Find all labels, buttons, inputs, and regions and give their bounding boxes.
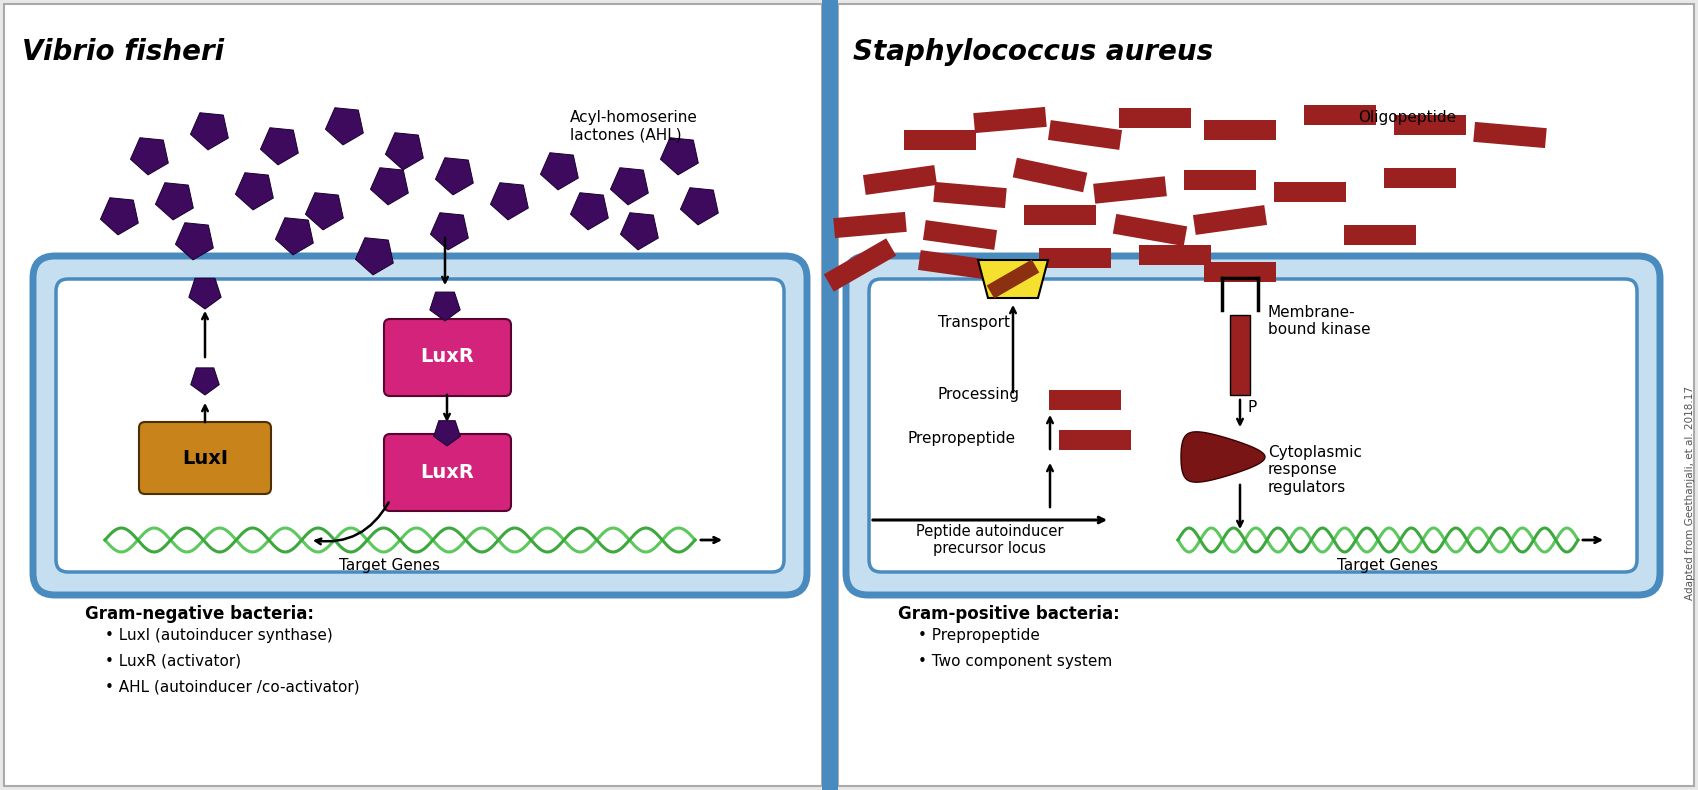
Polygon shape xyxy=(540,152,579,190)
Polygon shape xyxy=(385,133,423,170)
Polygon shape xyxy=(1048,120,1122,150)
Text: Target Genes: Target Genes xyxy=(340,558,440,573)
Polygon shape xyxy=(430,292,460,321)
Polygon shape xyxy=(1060,430,1131,450)
Polygon shape xyxy=(1024,205,1095,225)
Polygon shape xyxy=(326,107,363,145)
Polygon shape xyxy=(863,165,937,195)
Polygon shape xyxy=(1194,205,1267,235)
Polygon shape xyxy=(1049,390,1121,410)
Text: Transport: Transport xyxy=(937,315,1010,330)
Polygon shape xyxy=(934,182,1007,208)
Polygon shape xyxy=(1474,122,1547,148)
Polygon shape xyxy=(260,128,299,165)
Text: LuxI: LuxI xyxy=(182,449,228,468)
Polygon shape xyxy=(620,213,659,250)
Polygon shape xyxy=(1204,120,1275,140)
Polygon shape xyxy=(306,193,343,230)
Polygon shape xyxy=(611,167,649,205)
Text: • LuxI (autoinducer synthase): • LuxI (autoinducer synthase) xyxy=(105,628,333,643)
Text: • AHL (autoinducer /co-activator): • AHL (autoinducer /co-activator) xyxy=(105,680,360,695)
Text: Gram-positive bacteria:: Gram-positive bacteria: xyxy=(898,605,1119,623)
Text: Gram-negative bacteria:: Gram-negative bacteria: xyxy=(85,605,314,623)
Text: Prepropeptide: Prepropeptide xyxy=(908,431,1015,446)
Text: LuxR: LuxR xyxy=(419,348,474,367)
Polygon shape xyxy=(1094,176,1167,204)
Polygon shape xyxy=(1345,225,1416,245)
Polygon shape xyxy=(1384,168,1455,188)
FancyBboxPatch shape xyxy=(384,434,511,511)
Polygon shape xyxy=(834,212,907,238)
Polygon shape xyxy=(188,278,221,309)
Polygon shape xyxy=(919,250,992,280)
Polygon shape xyxy=(491,182,528,220)
Polygon shape xyxy=(275,218,314,255)
Polygon shape xyxy=(236,173,273,210)
Text: Acyl-homoserine
lactones (AHL): Acyl-homoserine lactones (AHL) xyxy=(571,110,698,142)
Polygon shape xyxy=(987,259,1039,299)
FancyBboxPatch shape xyxy=(139,422,272,494)
Text: Staphylococcus aureus: Staphylococcus aureus xyxy=(852,38,1212,66)
Polygon shape xyxy=(973,107,1046,133)
Polygon shape xyxy=(661,137,698,175)
Text: Vibrio fisheri: Vibrio fisheri xyxy=(22,38,224,66)
Bar xyxy=(839,4,1695,786)
Polygon shape xyxy=(903,130,976,150)
Polygon shape xyxy=(681,188,718,225)
FancyBboxPatch shape xyxy=(384,319,511,396)
Text: Membrane-
bound kinase: Membrane- bound kinase xyxy=(1268,305,1370,337)
FancyBboxPatch shape xyxy=(846,256,1661,595)
Text: LuxR: LuxR xyxy=(419,462,474,481)
Polygon shape xyxy=(1274,182,1347,202)
Text: P: P xyxy=(1248,401,1257,416)
Polygon shape xyxy=(435,158,474,195)
Polygon shape xyxy=(571,193,608,230)
Polygon shape xyxy=(1304,105,1375,125)
Text: • Two component system: • Two component system xyxy=(919,654,1112,669)
Polygon shape xyxy=(1139,245,1211,265)
Polygon shape xyxy=(1204,262,1275,282)
Bar xyxy=(3,4,822,786)
Bar xyxy=(822,0,839,790)
Polygon shape xyxy=(156,182,194,220)
Polygon shape xyxy=(370,167,408,205)
Polygon shape xyxy=(1119,108,1190,128)
Text: Cytoplasmic
response
regulators: Cytoplasmic response regulators xyxy=(1268,445,1362,495)
Polygon shape xyxy=(978,260,1048,298)
Polygon shape xyxy=(100,198,138,235)
Polygon shape xyxy=(433,420,460,446)
Polygon shape xyxy=(190,368,219,395)
Polygon shape xyxy=(1394,115,1465,135)
Text: Adapted from Geethanjali, et al. 2018.17: Adapted from Geethanjali, et al. 2018.17 xyxy=(1684,386,1695,600)
Text: Processing: Processing xyxy=(937,388,1020,402)
Polygon shape xyxy=(190,113,228,150)
Polygon shape xyxy=(1184,170,1257,190)
Polygon shape xyxy=(1182,432,1265,482)
FancyBboxPatch shape xyxy=(32,256,807,595)
Polygon shape xyxy=(1229,315,1250,395)
Text: • Prepropeptide: • Prepropeptide xyxy=(919,628,1039,643)
Text: Target Genes: Target Genes xyxy=(1338,558,1438,573)
Polygon shape xyxy=(1112,214,1187,246)
Polygon shape xyxy=(1039,248,1110,268)
FancyBboxPatch shape xyxy=(56,279,784,572)
Polygon shape xyxy=(131,137,168,175)
Polygon shape xyxy=(355,238,394,275)
Polygon shape xyxy=(1012,158,1087,192)
Polygon shape xyxy=(824,239,897,292)
Text: Peptide autoinducer
precursor locus: Peptide autoinducer precursor locus xyxy=(917,524,1063,556)
Polygon shape xyxy=(431,213,469,250)
Polygon shape xyxy=(924,220,997,250)
Polygon shape xyxy=(175,223,214,260)
Text: • LuxR (activator): • LuxR (activator) xyxy=(105,654,241,669)
FancyBboxPatch shape xyxy=(869,279,1637,572)
Text: Oligopeptide: Oligopeptide xyxy=(1358,110,1457,125)
